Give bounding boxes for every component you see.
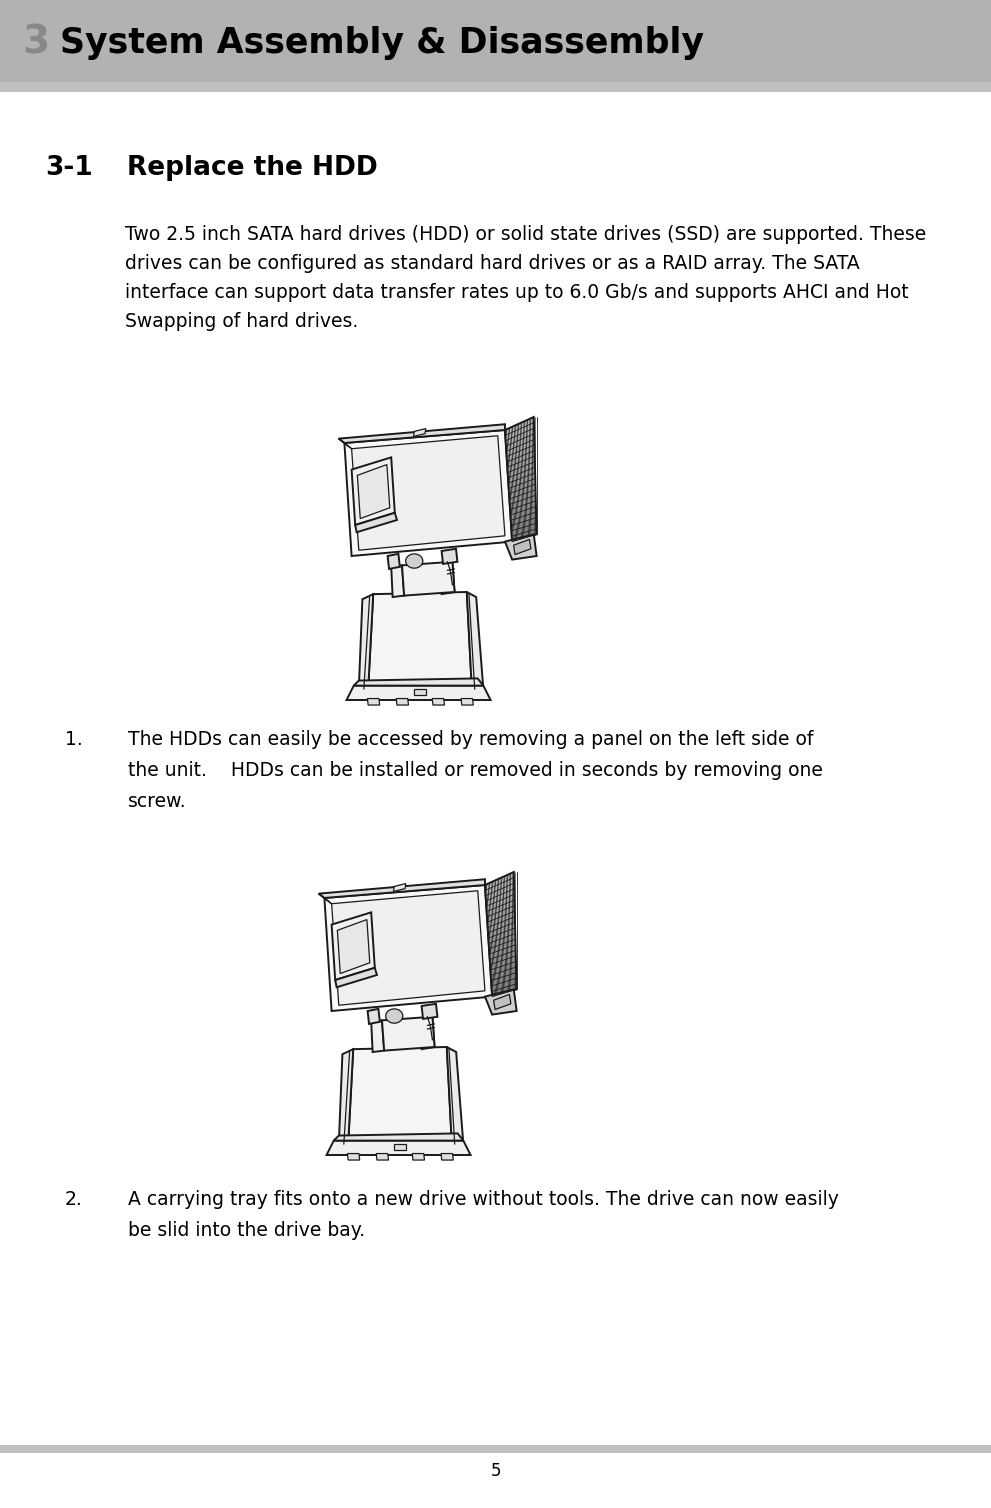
- Polygon shape: [327, 1140, 471, 1155]
- Polygon shape: [368, 698, 380, 706]
- Polygon shape: [358, 464, 389, 519]
- Polygon shape: [359, 594, 374, 689]
- Text: drives can be configured as standard hard drives or as a RAID array. The SATA: drives can be configured as standard har…: [125, 253, 860, 273]
- Polygon shape: [442, 549, 458, 564]
- Text: Swapping of hard drives.: Swapping of hard drives.: [125, 312, 359, 330]
- Text: 3-1: 3-1: [45, 155, 93, 181]
- Polygon shape: [368, 1009, 380, 1024]
- Polygon shape: [513, 540, 531, 555]
- Polygon shape: [505, 534, 537, 559]
- Polygon shape: [420, 1016, 435, 1050]
- Polygon shape: [394, 1145, 405, 1151]
- Text: A carrying tray fits onto a new drive without tools. The drive can now easily: A carrying tray fits onto a new drive wi…: [128, 1190, 838, 1209]
- Polygon shape: [385, 1009, 403, 1024]
- Polygon shape: [412, 1154, 424, 1160]
- Polygon shape: [393, 884, 405, 891]
- Polygon shape: [402, 562, 455, 596]
- Text: be slid into the drive bay.: be slid into the drive bay.: [128, 1221, 365, 1240]
- Polygon shape: [485, 989, 516, 1015]
- Polygon shape: [505, 418, 537, 541]
- Text: System Assembly & Disassembly: System Assembly & Disassembly: [60, 26, 704, 60]
- Polygon shape: [432, 698, 445, 706]
- Polygon shape: [347, 686, 491, 700]
- Text: Replace the HDD: Replace the HDD: [127, 155, 378, 181]
- Polygon shape: [467, 593, 484, 689]
- Polygon shape: [332, 891, 485, 1006]
- Polygon shape: [335, 968, 377, 988]
- Polygon shape: [441, 1154, 453, 1160]
- Text: 1.: 1.: [65, 730, 83, 749]
- Text: 5: 5: [491, 1461, 500, 1479]
- FancyBboxPatch shape: [0, 0, 991, 81]
- Polygon shape: [413, 428, 426, 436]
- Polygon shape: [382, 1016, 435, 1051]
- Polygon shape: [352, 457, 394, 525]
- Polygon shape: [319, 894, 332, 903]
- Polygon shape: [421, 1004, 437, 1019]
- Polygon shape: [369, 593, 472, 689]
- Polygon shape: [348, 1047, 452, 1145]
- Polygon shape: [348, 1154, 360, 1160]
- Polygon shape: [377, 1154, 388, 1160]
- Polygon shape: [485, 872, 516, 997]
- Text: 2.: 2.: [65, 1190, 83, 1209]
- Polygon shape: [339, 439, 352, 449]
- Polygon shape: [414, 689, 426, 695]
- Polygon shape: [440, 562, 455, 594]
- Polygon shape: [334, 1134, 464, 1140]
- Text: The HDDs can easily be accessed by removing a panel on the left side of: The HDDs can easily be accessed by remov…: [128, 730, 814, 749]
- Polygon shape: [319, 879, 485, 897]
- FancyBboxPatch shape: [0, 81, 991, 92]
- Text: interface can support data transfer rates up to 6.0 Gb/s and supports AHCI and H: interface can support data transfer rate…: [125, 284, 909, 302]
- FancyBboxPatch shape: [0, 1445, 991, 1454]
- Polygon shape: [405, 553, 423, 569]
- Polygon shape: [461, 698, 474, 706]
- Polygon shape: [396, 698, 408, 706]
- Polygon shape: [494, 994, 511, 1009]
- Text: 3: 3: [22, 24, 50, 62]
- Text: Two 2.5 inch SATA hard drives (HDD) or solid state drives (SSD) are supported. T: Two 2.5 inch SATA hard drives (HDD) or s…: [125, 225, 927, 244]
- Polygon shape: [337, 920, 370, 974]
- Polygon shape: [332, 912, 375, 980]
- Polygon shape: [339, 1050, 353, 1145]
- Polygon shape: [391, 566, 404, 597]
- Polygon shape: [372, 1021, 385, 1053]
- Polygon shape: [355, 513, 397, 532]
- Polygon shape: [387, 553, 399, 569]
- Polygon shape: [339, 424, 505, 443]
- Text: the unit.    HDDs can be installed or removed in seconds by removing one: the unit. HDDs can be installed or remov…: [128, 762, 823, 780]
- Text: screw.: screw.: [128, 792, 186, 811]
- Polygon shape: [447, 1047, 464, 1145]
- Polygon shape: [345, 430, 512, 556]
- Polygon shape: [324, 885, 493, 1010]
- Polygon shape: [354, 679, 484, 686]
- Polygon shape: [352, 436, 505, 550]
